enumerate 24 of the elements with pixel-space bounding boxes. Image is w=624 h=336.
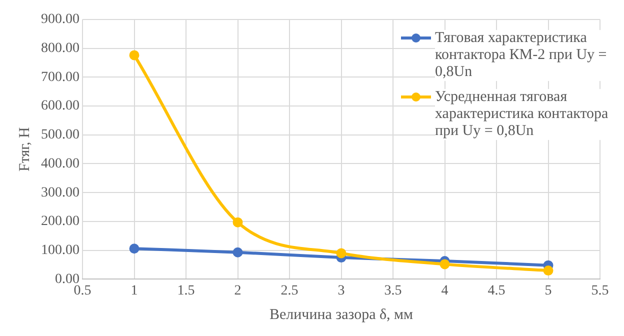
legend-label: Усредненная тяговая характеристика контактора при Uy = 0,8Un <box>435 89 610 140</box>
y-axis-title: Fтяг, Н <box>16 126 33 172</box>
y-tick-label: 900.00 <box>41 12 80 28</box>
x-tick-label: 3.5 <box>384 283 402 298</box>
y-tick-label: 400.00 <box>41 156 80 172</box>
x-tick-label: 4 <box>441 283 448 298</box>
x-tick-label: 5 <box>544 283 552 298</box>
x-tick-label: 0.5 <box>74 283 92 298</box>
y-tick-label: 700.00 <box>41 70 80 85</box>
x-tick-label: 1 <box>130 283 138 298</box>
x-tick-label: 2 <box>234 283 242 298</box>
y-tick-label: 300.00 <box>41 185 80 200</box>
x-axis-title: Величина зазора δ, мм <box>269 306 414 323</box>
x-tick-label: 3 <box>338 283 345 298</box>
legend-label: Тяговая характеристика контактора КМ-2 при Uy = 0,8Un <box>435 30 610 81</box>
y-tick-label: 600.00 <box>41 98 80 114</box>
x-tick-label: 5.5 <box>591 283 609 298</box>
y-tick-label: 200.00 <box>41 214 80 230</box>
y-tick-label: 100.00 <box>41 243 80 258</box>
y-tick-label: 500.00 <box>41 128 80 143</box>
x-tick-label: 1.5 <box>177 283 195 298</box>
x-tick-label: 2.5 <box>280 283 298 298</box>
y-tick-label: 800.00 <box>41 40 80 56</box>
x-tick-label: 4.5 <box>488 283 506 298</box>
